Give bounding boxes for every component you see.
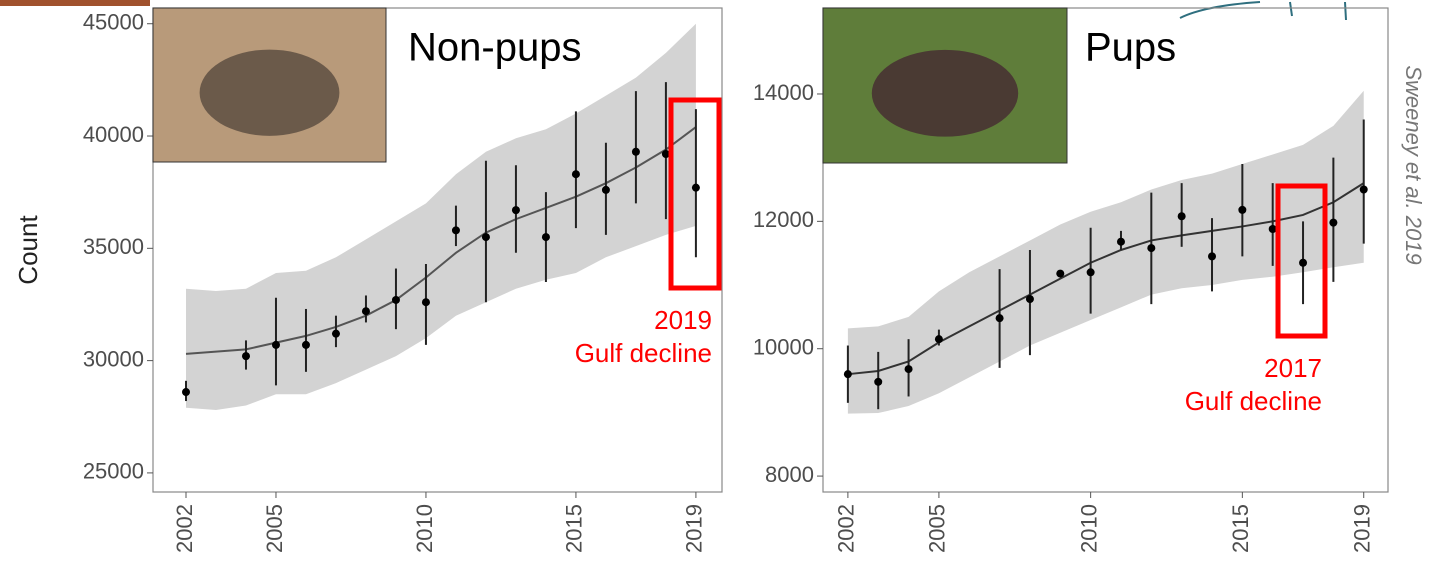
data-point [602, 186, 610, 194]
data-point [1269, 225, 1277, 233]
y-tick-label: 8000 [765, 462, 814, 487]
data-point [1117, 238, 1125, 246]
data-point [1208, 252, 1216, 260]
y-tick-label: 35000 [83, 234, 144, 259]
data-point [632, 148, 640, 156]
data-point [452, 226, 460, 234]
x-tick-label: 2015 [1228, 504, 1253, 553]
data-point [1360, 186, 1368, 194]
x-tick-label: 2002 [172, 504, 197, 553]
data-point [422, 298, 430, 306]
data-point [512, 206, 520, 214]
data-point [692, 184, 700, 192]
y-tick-label: 10000 [753, 335, 814, 360]
y-axis-label: Count [13, 215, 43, 285]
header-strip [0, 0, 150, 6]
x-tick-label: 2002 [834, 504, 859, 553]
data-point [844, 370, 852, 378]
data-point [1026, 295, 1034, 303]
data-point [1299, 259, 1307, 267]
x-tick-label: 2005 [262, 504, 287, 553]
data-point [572, 170, 580, 178]
photo-subject [200, 50, 340, 136]
annotation: 2017 [1264, 353, 1322, 383]
annotation: 2019 [654, 305, 712, 335]
data-point [1056, 270, 1064, 278]
annotation: Gulf decline [1185, 386, 1322, 416]
y-tick-label: 25000 [83, 459, 144, 484]
data-point [1087, 268, 1095, 276]
y-tick-label: 40000 [83, 122, 144, 147]
data-point [182, 388, 190, 396]
data-point [1147, 244, 1155, 252]
x-tick-label: 2010 [1076, 504, 1101, 553]
y-tick-label: 12000 [753, 207, 814, 232]
x-tick-label: 2005 [925, 504, 950, 553]
credit: Sweeney et al. 2019 [1401, 65, 1426, 264]
data-point [935, 335, 943, 343]
panel-title: Pups [1085, 26, 1176, 70]
y-tick-label: 30000 [83, 346, 144, 371]
annotation: Gulf decline [575, 338, 712, 368]
panel-title: Non-pups [408, 26, 581, 70]
data-point [1178, 212, 1186, 220]
x-tick-label: 2019 [682, 504, 707, 553]
data-point [996, 314, 1004, 322]
data-point [302, 341, 310, 349]
y-tick-label: 14000 [753, 80, 814, 105]
data-point [482, 233, 490, 241]
y-tick-label: 45000 [83, 10, 144, 35]
data-point [272, 341, 280, 349]
x-tick-label: 2010 [412, 504, 437, 553]
data-point [392, 296, 400, 304]
photo-subject [872, 50, 1018, 137]
slide: Count Sweeney et al. 2019 25000 30000 3500… [0, 0, 1432, 573]
logo-fragment [1180, 2, 1346, 20]
data-point [362, 307, 370, 315]
data-point [542, 233, 550, 241]
data-point [332, 330, 340, 338]
data-point [874, 378, 882, 386]
data-point [242, 352, 250, 360]
data-point [1329, 219, 1337, 227]
x-tick-label: 2019 [1350, 504, 1375, 553]
data-point [1238, 206, 1246, 214]
x-tick-label: 2015 [562, 504, 587, 553]
data-point [905, 365, 913, 373]
